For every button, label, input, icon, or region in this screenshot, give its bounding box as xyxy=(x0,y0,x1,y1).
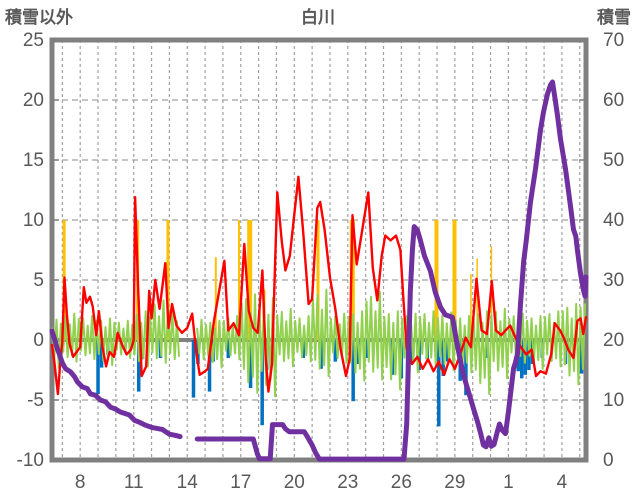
chart-title: 白川 xyxy=(301,8,335,27)
blue-bar xyxy=(520,340,524,379)
left-axis-tick-label: -10 xyxy=(17,450,44,471)
blue-bar xyxy=(248,340,253,388)
snow-depth-line xyxy=(49,328,183,440)
blue-bar xyxy=(441,340,446,376)
right-axis-tick-label: 30 xyxy=(603,270,624,291)
left-axis-tick-label: 20 xyxy=(23,90,44,111)
x-axis-tick-label: 4 xyxy=(557,472,568,493)
right-axis-tick-label: 10 xyxy=(603,390,624,411)
blue-bar xyxy=(464,340,468,396)
blue-bar xyxy=(351,340,355,402)
orange-bar xyxy=(476,258,478,340)
orange-bar xyxy=(237,220,240,340)
right-axis-tick-label: 20 xyxy=(603,330,624,351)
right-axis-tick-label: 60 xyxy=(603,90,624,111)
x-axis-tick-label: 17 xyxy=(230,472,251,493)
left-axis-tick-label: 15 xyxy=(23,150,44,171)
red-temperature-line xyxy=(50,175,588,396)
blue-bar xyxy=(260,340,264,426)
x-axis-tick-label: 11 xyxy=(124,472,144,493)
orange-bar xyxy=(452,220,457,340)
x-axis-tick-label: 8 xyxy=(75,472,86,493)
snow-depth-line xyxy=(194,79,589,462)
left-axis-tick-label: 25 xyxy=(23,30,44,51)
x-axis-tick-label: 1 xyxy=(503,472,514,493)
orange-bar xyxy=(470,274,472,340)
left-axis-tick-label: 10 xyxy=(23,210,44,231)
left-axis-tick-label: 0 xyxy=(33,330,44,351)
blue-bar xyxy=(99,340,104,368)
orange-bar xyxy=(166,220,170,340)
x-axis-tick-label: 14 xyxy=(177,472,199,493)
left-axis-title: 積雪以外 xyxy=(5,8,73,27)
green-zigzag-line xyxy=(196,288,587,398)
right-axis-tick-label: 0 xyxy=(603,450,614,471)
blue-bar xyxy=(437,340,441,427)
blue-bar xyxy=(485,340,489,358)
right-axis-tick-label: 40 xyxy=(603,210,624,231)
blue-bar xyxy=(191,340,196,398)
x-axis-tick-label: 20 xyxy=(284,472,305,493)
blue-bar xyxy=(333,340,338,362)
green-zigzag-line xyxy=(51,299,181,369)
blue-bar xyxy=(136,340,141,392)
orange-bar xyxy=(247,220,253,340)
x-axis-tick-label: 26 xyxy=(391,472,412,493)
blue-bar xyxy=(196,340,200,364)
blue-bar xyxy=(226,340,231,358)
blue-bar xyxy=(207,340,212,392)
right-axis-title: 積雪 xyxy=(597,8,631,27)
right-axis-tick-label: 50 xyxy=(603,150,624,171)
right-axis-tick-label: 70 xyxy=(603,30,624,51)
x-axis-tick-label: 23 xyxy=(337,472,358,493)
orange-bar xyxy=(434,220,439,340)
left-axis-tick-label: -5 xyxy=(27,390,44,411)
blue-bar xyxy=(96,340,100,394)
x-axis-tick-label: 29 xyxy=(444,472,465,493)
left-axis-tick-label: 5 xyxy=(33,270,44,291)
orange-bar xyxy=(214,257,217,340)
orange-bar xyxy=(316,220,320,340)
